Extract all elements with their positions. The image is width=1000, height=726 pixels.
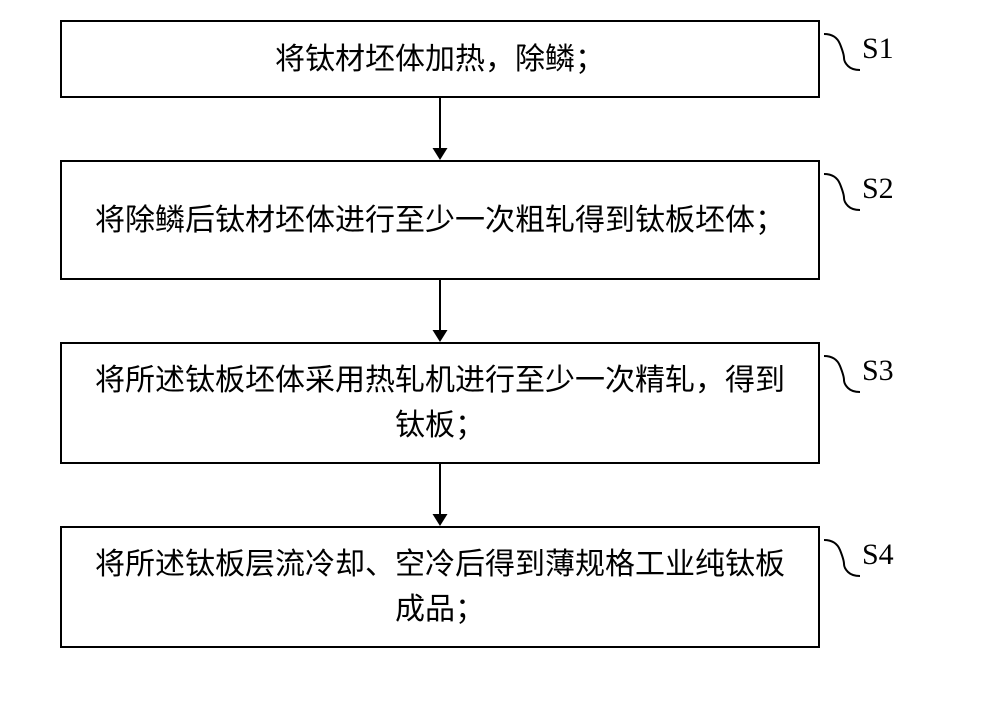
bracket-icon — [824, 28, 860, 72]
step-box-s1: 将钛材坯体加热，除鳞； — [60, 20, 820, 98]
step-label-wrap: S2 — [824, 168, 894, 212]
flowchart-container: 将钛材坯体加热，除鳞； S1 将除鳞后钛材坯体进行至少一次粗轧得到钛板坯体； S… — [60, 20, 940, 648]
step-text: 将除鳞后钛材坯体进行至少一次粗轧得到钛板坯体； — [95, 198, 785, 243]
step-label-wrap: S3 — [824, 350, 894, 394]
step-row: 将钛材坯体加热，除鳞； S1 — [60, 20, 940, 98]
step-label: S4 — [862, 538, 894, 572]
step-label: S3 — [862, 354, 894, 388]
step-row: 将除鳞后钛材坯体进行至少一次粗轧得到钛板坯体； S2 — [60, 160, 940, 280]
step-label: S1 — [862, 32, 894, 66]
step-text: 将钛材坯体加热，除鳞； — [275, 37, 605, 82]
step-box-s3: 将所述钛板坯体采用热轧机进行至少一次精轧，得到钛板； — [60, 342, 820, 464]
step-box-s2: 将除鳞后钛材坯体进行至少一次粗轧得到钛板坯体； — [60, 160, 820, 280]
step-row: 将所述钛板层流冷却、空冷后得到薄规格工业纯钛板成品； S4 — [60, 526, 940, 648]
arrow-col — [60, 464, 820, 526]
bracket-icon — [824, 350, 860, 394]
step-label: S2 — [862, 172, 894, 206]
step-label-wrap: S4 — [824, 534, 894, 578]
arrow-down-icon — [428, 98, 452, 160]
step-text: 将所述钛板层流冷却、空冷后得到薄规格工业纯钛板成品； — [82, 542, 798, 632]
step-label-wrap: S1 — [824, 28, 894, 72]
arrow-down-icon — [428, 280, 452, 342]
arrow-col — [60, 98, 820, 160]
bracket-icon — [824, 534, 860, 578]
arrow-col — [60, 280, 820, 342]
step-text: 将所述钛板坯体采用热轧机进行至少一次精轧，得到钛板； — [82, 358, 798, 448]
step-row: 将所述钛板坯体采用热轧机进行至少一次精轧，得到钛板； S3 — [60, 342, 940, 464]
arrow-down-icon — [428, 464, 452, 526]
step-box-s4: 将所述钛板层流冷却、空冷后得到薄规格工业纯钛板成品； — [60, 526, 820, 648]
bracket-icon — [824, 168, 860, 212]
